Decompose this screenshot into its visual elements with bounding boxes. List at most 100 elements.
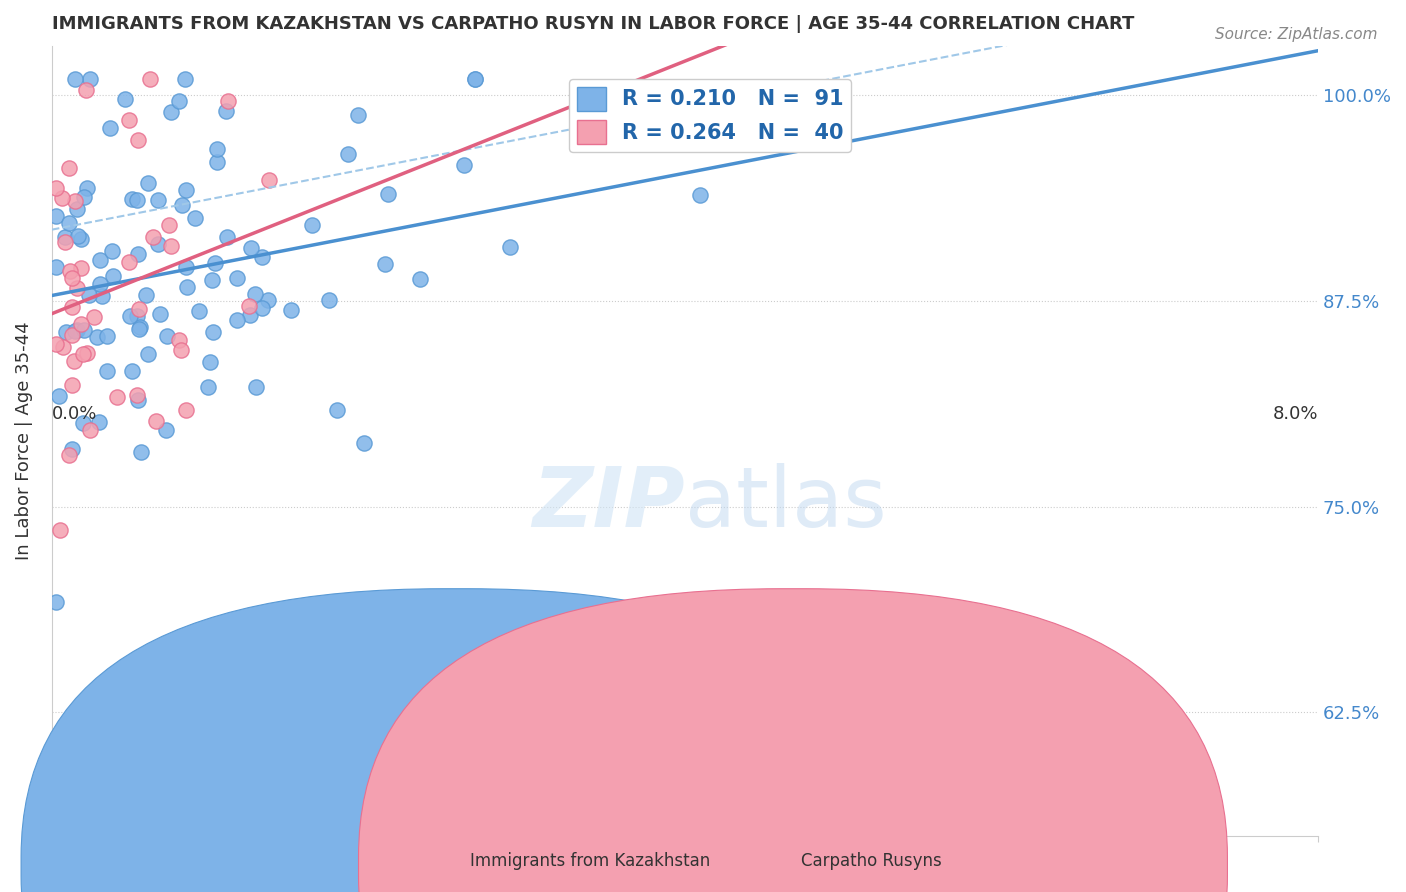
Point: [238, 299, 260, 313]
Point: [146, 193, 169, 207]
Point: [98, 120, 121, 135]
Point: [174, 71, 197, 86]
Point: [201, 273, 224, 287]
Point: [217, 94, 239, 108]
Point: [353, 436, 375, 450]
Point: [89, 277, 111, 291]
Point: [318, 293, 340, 307]
Point: [326, 403, 349, 417]
Point: [45, 209, 67, 223]
Point: [70, 317, 93, 331]
Point: [73, 323, 96, 337]
Point: [60, 300, 83, 314]
Point: [136, 346, 159, 360]
Point: [377, 187, 399, 202]
Point: [464, 71, 486, 86]
Point: [121, 364, 143, 378]
FancyBboxPatch shape: [359, 589, 1227, 892]
Point: [89, 415, 111, 429]
Text: IMMIGRANTS FROM KAZAKHSTAN VS CARPATHO RUSYN IN LABOR FORCE | AGE 35-44 CORRELAT: IMMIGRANTS FROM KAZAKHSTAN VS CARPATHO R…: [52, 15, 1135, 33]
Point: [101, 268, 124, 283]
Point: [45, 260, 67, 274]
Text: atlas: atlas: [685, 464, 887, 544]
Point: [128, 322, 150, 336]
Point: [188, 304, 211, 318]
Point: [135, 288, 157, 302]
Point: [125, 193, 148, 207]
Point: [53, 235, 76, 249]
Point: [62, 271, 84, 285]
Point: [45, 336, 67, 351]
Point: [55, 325, 77, 339]
Point: [202, 325, 225, 339]
Point: [63, 71, 86, 86]
Point: [205, 142, 228, 156]
Point: [169, 343, 191, 357]
Point: [127, 133, 149, 147]
Point: [127, 393, 149, 408]
Point: [66, 281, 89, 295]
Point: [499, 240, 522, 254]
Point: [157, 219, 180, 233]
Point: [155, 423, 177, 437]
Text: Immigrants from Kazakhstan: Immigrants from Kazakhstan: [471, 852, 710, 870]
Point: [184, 211, 207, 225]
Point: [207, 155, 229, 169]
Point: [45, 180, 67, 194]
Point: [118, 309, 141, 323]
Point: [96, 329, 118, 343]
Point: [128, 319, 150, 334]
Point: [146, 236, 169, 251]
Point: [167, 94, 190, 108]
Point: [58, 449, 80, 463]
Point: [337, 147, 360, 161]
Point: [149, 307, 172, 321]
Point: [76, 346, 98, 360]
Point: [60, 378, 83, 392]
Point: [90, 289, 112, 303]
Y-axis label: In Labor Force | Age 35-44: In Labor Force | Age 35-44: [15, 321, 32, 560]
Point: [67, 229, 90, 244]
Point: [49, 523, 72, 537]
Point: [245, 287, 267, 301]
Point: [127, 247, 149, 261]
Point: [76, 181, 98, 195]
Point: [280, 303, 302, 318]
Point: [170, 198, 193, 212]
Point: [72, 416, 94, 430]
Point: [257, 173, 280, 187]
Point: [114, 92, 136, 106]
Point: [66, 323, 89, 337]
Point: [63, 194, 86, 208]
Point: [160, 239, 183, 253]
Point: [215, 103, 238, 118]
Point: [65, 202, 87, 217]
Point: [53, 229, 76, 244]
Point: [63, 354, 86, 368]
Point: [464, 71, 486, 86]
Point: [118, 255, 141, 269]
Point: [69, 260, 91, 275]
Point: [128, 302, 150, 317]
Point: [142, 229, 165, 244]
Point: [79, 423, 101, 437]
Point: [100, 244, 122, 258]
Point: [127, 388, 149, 402]
Point: [145, 414, 167, 428]
Point: [127, 310, 149, 324]
Point: [245, 380, 267, 394]
Point: [69, 232, 91, 246]
Point: [79, 72, 101, 87]
Point: [105, 390, 128, 404]
Point: [51, 191, 73, 205]
Point: [239, 309, 262, 323]
Point: [156, 329, 179, 343]
Point: [250, 250, 273, 264]
Point: [89, 253, 111, 268]
Point: [65, 324, 87, 338]
Point: [176, 280, 198, 294]
Point: [240, 241, 263, 255]
Point: [60, 442, 83, 456]
Point: [226, 313, 249, 327]
Point: [409, 271, 432, 285]
